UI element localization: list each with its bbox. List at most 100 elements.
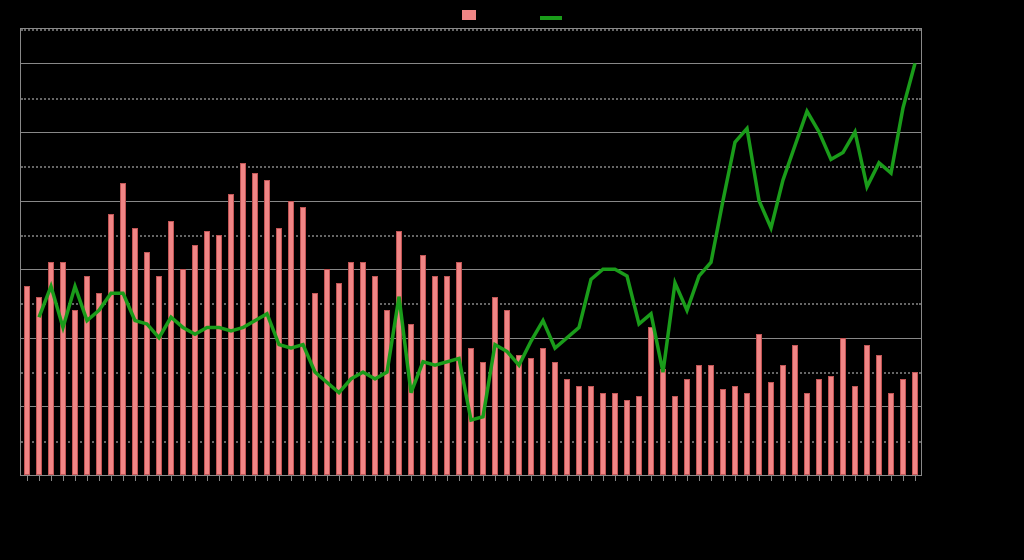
- bar: [168, 221, 175, 475]
- x-tick: [267, 476, 268, 481]
- x-tick: [27, 476, 28, 481]
- x-tick: [675, 476, 676, 481]
- bar: [132, 228, 139, 475]
- bar: [384, 310, 391, 475]
- x-tick: [615, 476, 616, 481]
- bars-layer: [21, 29, 921, 475]
- bar: [192, 245, 199, 475]
- bar: [828, 376, 835, 475]
- x-tick: [771, 476, 772, 481]
- x-tick: [243, 476, 244, 481]
- x-tick: [639, 476, 640, 481]
- bar: [768, 382, 775, 475]
- bar: [540, 348, 547, 475]
- bar: [708, 365, 715, 475]
- bar: [324, 269, 331, 475]
- bar: [432, 276, 439, 475]
- x-tick: [423, 476, 424, 481]
- bar: [648, 327, 655, 475]
- x-tick: [783, 476, 784, 481]
- x-tick: [843, 476, 844, 481]
- x-tick: [159, 476, 160, 481]
- bar: [912, 372, 919, 475]
- bar: [156, 276, 163, 475]
- bar: [756, 334, 763, 475]
- x-tick: [351, 476, 352, 481]
- bar: [624, 400, 631, 475]
- legend-line-swatch: [540, 9, 562, 23]
- bar: [276, 228, 283, 475]
- bar: [804, 393, 811, 475]
- bar: [588, 386, 595, 475]
- bar: [408, 324, 415, 475]
- bar: [636, 396, 643, 475]
- x-tick: [663, 476, 664, 481]
- bar: [468, 348, 475, 475]
- x-tick: [219, 476, 220, 481]
- bar: [564, 379, 571, 475]
- bar: [204, 231, 211, 475]
- x-tick: [507, 476, 508, 481]
- x-tick: [579, 476, 580, 481]
- x-tick: [795, 476, 796, 481]
- bar: [684, 379, 691, 475]
- bar: [780, 365, 787, 475]
- bar: [216, 235, 223, 475]
- bar: [336, 283, 343, 475]
- x-tick: [531, 476, 532, 481]
- x-tick: [867, 476, 868, 481]
- x-tick: [483, 476, 484, 481]
- bar: [300, 207, 307, 475]
- x-tick: [879, 476, 880, 481]
- bar: [852, 386, 859, 475]
- x-tick: [339, 476, 340, 481]
- bar: [144, 252, 151, 475]
- bar: [60, 262, 67, 475]
- bar: [108, 214, 115, 475]
- bar: [480, 362, 487, 475]
- bar: [660, 369, 667, 475]
- x-tick: [567, 476, 568, 481]
- bar: [504, 310, 511, 475]
- bar: [264, 180, 271, 475]
- x-tick: [183, 476, 184, 481]
- x-tick: [735, 476, 736, 481]
- bar: [516, 355, 523, 475]
- x-tick: [75, 476, 76, 481]
- bar: [612, 393, 619, 475]
- x-tick: [207, 476, 208, 481]
- x-tick: [51, 476, 52, 481]
- x-tick: [723, 476, 724, 481]
- x-tick: [303, 476, 304, 481]
- x-tick: [519, 476, 520, 481]
- plot-area: [20, 28, 922, 476]
- bar: [180, 269, 187, 475]
- x-tick: [603, 476, 604, 481]
- bar: [420, 255, 427, 475]
- bar: [744, 393, 751, 475]
- x-tick: [819, 476, 820, 481]
- x-ticks: [21, 475, 921, 481]
- bar: [576, 386, 583, 475]
- x-tick: [807, 476, 808, 481]
- x-tick: [399, 476, 400, 481]
- x-tick: [411, 476, 412, 481]
- bar: [84, 276, 91, 475]
- x-tick: [711, 476, 712, 481]
- x-tick: [291, 476, 292, 481]
- x-tick: [471, 476, 472, 481]
- bar: [444, 276, 451, 475]
- bar: [240, 163, 247, 475]
- bar: [552, 362, 559, 475]
- bar: [492, 297, 499, 475]
- bar: [372, 276, 379, 475]
- x-tick: [387, 476, 388, 481]
- x-tick: [123, 476, 124, 481]
- x-tick: [279, 476, 280, 481]
- legend-bar-swatch: [462, 9, 476, 23]
- x-tick: [111, 476, 112, 481]
- x-tick: [63, 476, 64, 481]
- bar: [24, 286, 31, 475]
- bar: [348, 262, 355, 475]
- x-tick: [591, 476, 592, 481]
